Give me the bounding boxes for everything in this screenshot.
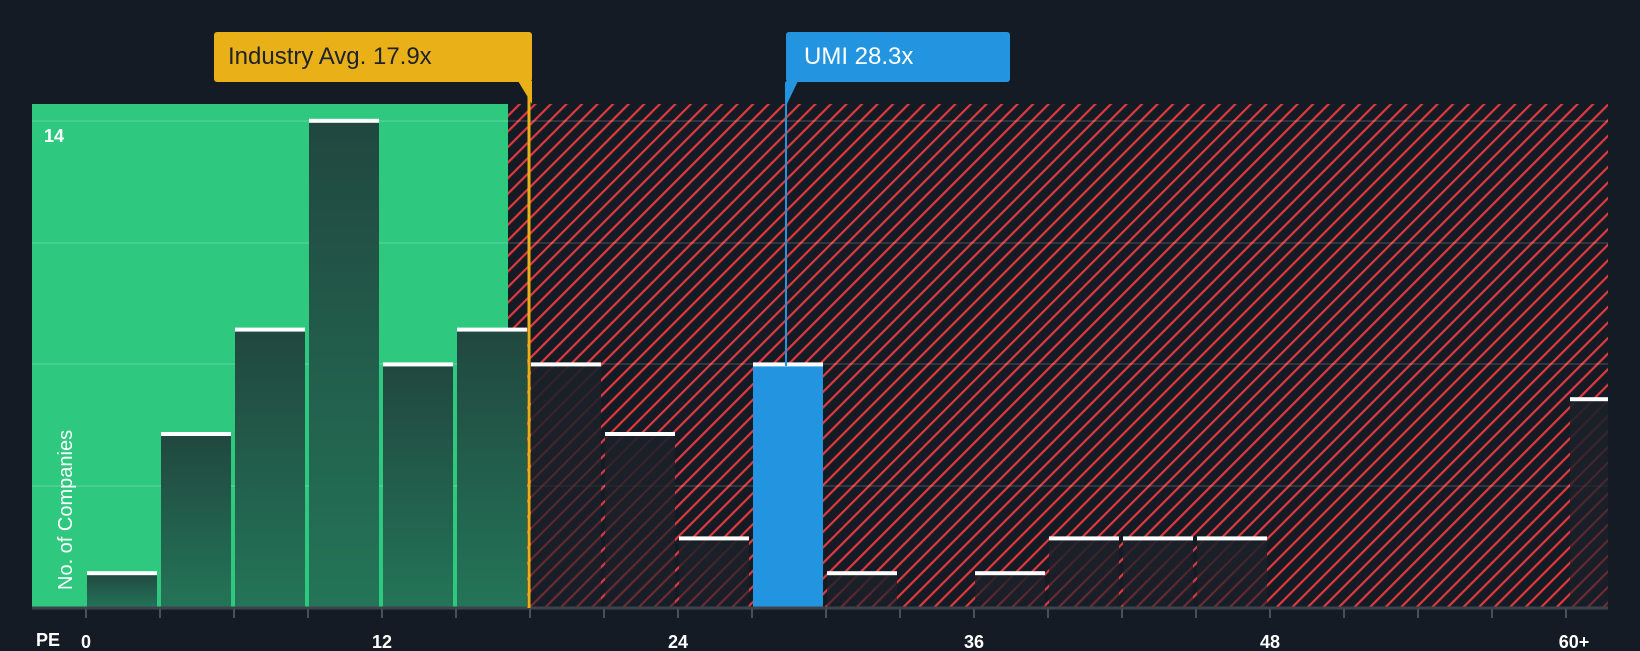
- histogram-bar: [827, 573, 897, 608]
- x-tick-label: 24: [668, 632, 688, 650]
- x-tick-label: 60+: [1559, 632, 1590, 650]
- x-axis-labels: 0 12 24 36 48 60+: [81, 632, 1589, 650]
- bar-top-marker: [309, 118, 379, 123]
- histogram-bar: [1123, 538, 1193, 608]
- histogram-bar: [309, 120, 379, 609]
- bar-top-marker: [531, 362, 601, 367]
- industry-callout-tail: [518, 81, 532, 104]
- histogram-bar: [1570, 399, 1608, 608]
- histogram-bar: [975, 573, 1045, 608]
- histogram-bar: [235, 329, 305, 608]
- x-tick-label: 48: [1260, 632, 1280, 650]
- x-tick-label: 36: [964, 632, 984, 650]
- histogram-bar: [605, 434, 675, 608]
- industry-avg-label: Industry Avg. 17.9x: [228, 43, 432, 70]
- bar-top-marker: [679, 536, 749, 541]
- bar-top-marker: [457, 327, 527, 332]
- histogram-bar: [161, 434, 231, 608]
- bar-top-marker: [383, 362, 453, 367]
- histogram-bar: [87, 573, 157, 608]
- x-axis-title: PE: [36, 630, 61, 650]
- company-callout-tail: [786, 81, 798, 106]
- bar-top-marker: [975, 571, 1045, 576]
- bar-top-marker: [1197, 536, 1267, 541]
- bar-top-marker: [1570, 397, 1608, 402]
- histogram-bar: [679, 538, 749, 608]
- histogram-bar: [531, 364, 601, 608]
- histogram-bar: [1049, 538, 1119, 608]
- bar-top-marker: [605, 432, 675, 436]
- bar-top-marker: [1123, 536, 1193, 541]
- industry-avg-callout: Industry Avg. 17.9x: [214, 32, 532, 82]
- histogram-bars: [87, 118, 1608, 609]
- bar-top-marker: [161, 432, 231, 436]
- y-axis-title: No. of Companies: [55, 429, 77, 590]
- bar-top-marker: [827, 571, 897, 576]
- overvalued-region: [508, 104, 1608, 608]
- bar-top-marker: [1049, 536, 1119, 541]
- bar-top-marker: [87, 571, 157, 576]
- company-pe-label: UMI 28.3x: [804, 43, 914, 70]
- histogram-bar: [753, 364, 823, 608]
- histogram-bar: [1197, 538, 1267, 608]
- x-axis-ticks: [85, 609, 1567, 618]
- x-tick-label: 12: [372, 632, 392, 650]
- histogram-bar: [383, 364, 453, 608]
- x-tick-label: 0: [81, 632, 91, 650]
- company-pe-callout: UMI 28.3x: [786, 32, 1010, 82]
- y-axis-max-label: 14: [44, 126, 65, 146]
- bar-top-marker: [753, 362, 823, 367]
- histogram-bar: [457, 329, 527, 608]
- bar-top-marker: [235, 327, 305, 332]
